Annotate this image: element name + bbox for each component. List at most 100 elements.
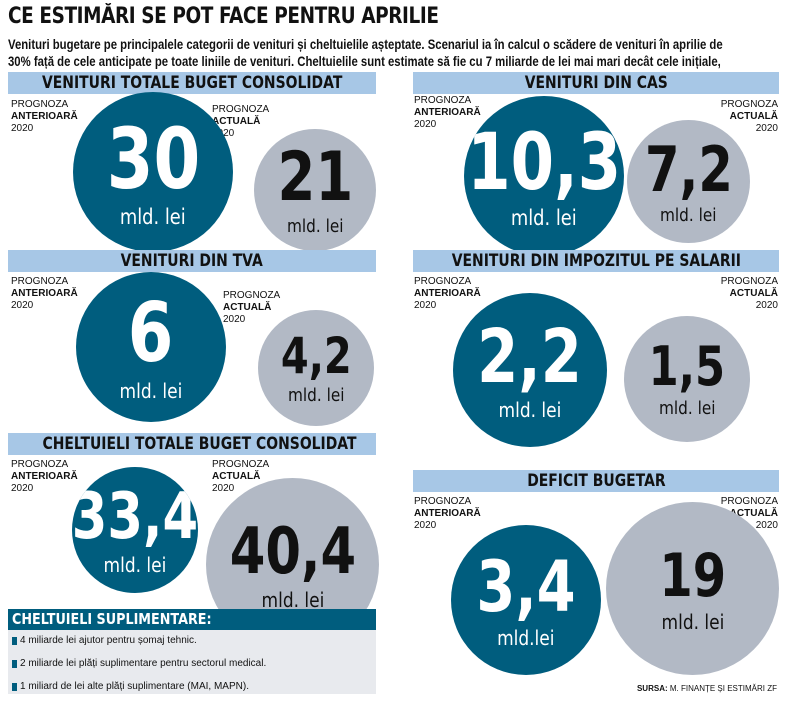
- legend-label-top: PROGNOZA: [212, 104, 270, 115]
- panel-title: VENITURI DIN TVA: [8, 250, 376, 272]
- previous-value-unit: mld. lei: [511, 205, 577, 230]
- previous-value-bubble: 6 mld. lei: [76, 272, 226, 422]
- legend-label-mid: ANTERIOARĂ: [11, 471, 78, 482]
- current-value-label: 4,2: [280, 327, 352, 385]
- previous-value-bubble: 30 mld. lei: [73, 92, 233, 252]
- legend-label-top: PROGNOZA: [414, 276, 472, 287]
- current-value-bubble: 4,2 mld. lei: [258, 310, 374, 426]
- previous-value-unit: mld. lei: [498, 398, 562, 422]
- previous-value-unit: mld. lei: [119, 379, 183, 403]
- legend-label-year: 2020: [212, 483, 235, 494]
- panel-title: DEFICIT BUGETAR: [413, 470, 779, 492]
- legend-label-top: PROGNOZA: [720, 276, 778, 287]
- source-note: SURSA: M. FINANȚE ȘI ESTIMĂRI ZF: [636, 684, 777, 693]
- legend-label-top: PROGNOZA: [223, 290, 281, 301]
- previous-value-bubble: 3,4 mld.lei: [451, 525, 601, 675]
- legend-label-year: 2020: [223, 314, 246, 325]
- panel-title: CHELTUIELI TOTALE BUGET CONSOLIDAT: [8, 433, 376, 455]
- legend-label-mid: ACTUALĂ: [729, 111, 778, 122]
- current-value-unit: mld. lei: [661, 609, 724, 634]
- legend-label-mid: ACTUALĂ: [729, 288, 778, 299]
- legend-label-year: 2020: [755, 520, 778, 531]
- panel-title-text: CHELTUIELI TOTALE BUGET CONSOLIDAT: [42, 434, 357, 454]
- legend-label-mid: ANTERIOARĂ: [414, 508, 481, 519]
- previous-value-label: 33,4: [72, 480, 198, 554]
- current-value-bubble: 19 mld. lei: [606, 502, 779, 675]
- legend-label-year: 2020: [414, 119, 437, 130]
- previous-value-unit: mld.lei: [497, 626, 555, 650]
- current-value-unit: mld. lei: [287, 385, 345, 406]
- current-value-unit: mld. lei: [658, 398, 716, 419]
- previous-value-label: 10,3: [467, 117, 621, 208]
- previous-value-bubble: 10,3 mld. lei: [464, 96, 624, 256]
- legend-label-year: 2020: [755, 300, 778, 311]
- panel-title-text: VENITURI DIN IMPOZITUL PE SALARII: [451, 251, 741, 271]
- current-value-label: 7,2: [644, 132, 733, 206]
- legend-label-mid: ANTERIOARĂ: [11, 111, 78, 122]
- legend-label-top: PROGNOZA: [11, 459, 69, 470]
- current-value-label: 21: [277, 138, 353, 217]
- previous-value-label: 6: [128, 286, 174, 381]
- legend-label-mid: ANTERIOARĂ: [414, 288, 481, 299]
- panel-title-text: VENITURI TOTALE BUGET CONSOLIDAT: [41, 73, 343, 93]
- legend-label-year: 2020: [11, 483, 34, 494]
- legend-label: PROGNOZA ANTERIOARĂ 2020: [11, 99, 78, 135]
- panel-title: VENITURI DIN IMPOZITUL PE SALARII: [413, 250, 779, 272]
- legend-label-top: PROGNOZA: [720, 99, 778, 110]
- extra-spending-box: CHELTUIELI SUPLIMENTARE: 4 miliarde lei …: [8, 609, 376, 694]
- legend-label-year: 2020: [11, 300, 34, 311]
- previous-value-unit: mld. lei: [120, 204, 186, 229]
- legend-label-year: 2020: [414, 300, 437, 311]
- legend-label: PROGNOZA ANTERIOARĂ 2020: [11, 276, 78, 312]
- panel-title: VENITURI DIN CAS: [413, 72, 779, 94]
- previous-value-bubble: 33,4 mld. lei: [72, 467, 198, 593]
- current-value-bubble: 1,5 mld. lei: [624, 316, 750, 442]
- legend-label-top: PROGNOZA: [11, 99, 69, 110]
- legend-label-top: PROGNOZA: [212, 459, 270, 470]
- panel-title-text: DEFICIT BUGETAR: [526, 471, 666, 491]
- panel-title-text: VENITURI DIN CAS: [524, 73, 668, 93]
- legend-label: PROGNOZA ANTERIOARĂ 2020: [414, 496, 481, 532]
- legend-label-top: PROGNOZA: [720, 496, 778, 507]
- current-value-label: 19: [659, 540, 726, 611]
- panel-title-text: VENITURI DIN TVA: [120, 251, 264, 271]
- extra-spending-item: 4 miliarde lei ajutor pentru șomaj tehni…: [8, 635, 266, 647]
- previous-value-label: 2,2: [477, 314, 583, 400]
- page-title: CE ESTIMĂRI SE POT FACE PENTRU APRILIE: [8, 4, 439, 29]
- legend-label-mid: ACTUALĂ: [729, 508, 778, 519]
- previous-value-label: 3,4: [476, 546, 576, 628]
- current-value-unit: mld. lei: [660, 204, 717, 226]
- legend-label-mid: ANTERIOARĂ: [414, 107, 481, 118]
- current-value-bubble: 21 mld. lei: [254, 129, 376, 251]
- legend-label-mid: ACTUALĂ: [212, 471, 261, 482]
- panel-title: VENITURI TOTALE BUGET CONSOLIDAT: [8, 72, 376, 94]
- previous-value-bubble: 2,2 mld. lei: [453, 293, 607, 447]
- previous-value-label: 30: [106, 109, 200, 208]
- current-value-label: 1,5: [648, 335, 726, 398]
- legend-label-top: PROGNOZA: [11, 276, 69, 287]
- legend-label: PROGNOZA ANTERIOARĂ 2020: [414, 276, 481, 312]
- extra-spending-item: 2 miliarde lei plăți suplimentare pentru…: [8, 658, 266, 670]
- extra-spending-title: CHELTUIELI SUPLIMENTARE:: [8, 609, 376, 630]
- legend-label: PROGNOZA ANTERIOARĂ 2020: [414, 95, 481, 131]
- current-value-unit: mld. lei: [261, 587, 324, 612]
- legend-label-mid: ACTUALĂ: [212, 116, 261, 127]
- current-value-bubble: 7,2 mld. lei: [627, 120, 750, 243]
- legend-label-mid: ACTUALĂ: [223, 302, 272, 313]
- extra-spending-item: 1 miliard de lei alte plăți suplimentare…: [8, 681, 266, 693]
- current-value-unit: mld. lei: [286, 216, 344, 237]
- extra-spending-list: 4 miliarde lei ajutor pentru șomaj tehni…: [8, 635, 266, 704]
- legend-label-top: PROGNOZA: [414, 95, 472, 106]
- legend-label-year: 2020: [11, 123, 34, 134]
- legend-label-year: 2020: [414, 520, 437, 531]
- legend-label-year: 2020: [755, 123, 778, 134]
- legend-label-top: PROGNOZA: [414, 496, 472, 507]
- legend-label-mid: ANTERIOARĂ: [11, 288, 78, 299]
- previous-value-unit: mld. lei: [103, 553, 167, 577]
- current-value-label: 40,4: [229, 514, 356, 589]
